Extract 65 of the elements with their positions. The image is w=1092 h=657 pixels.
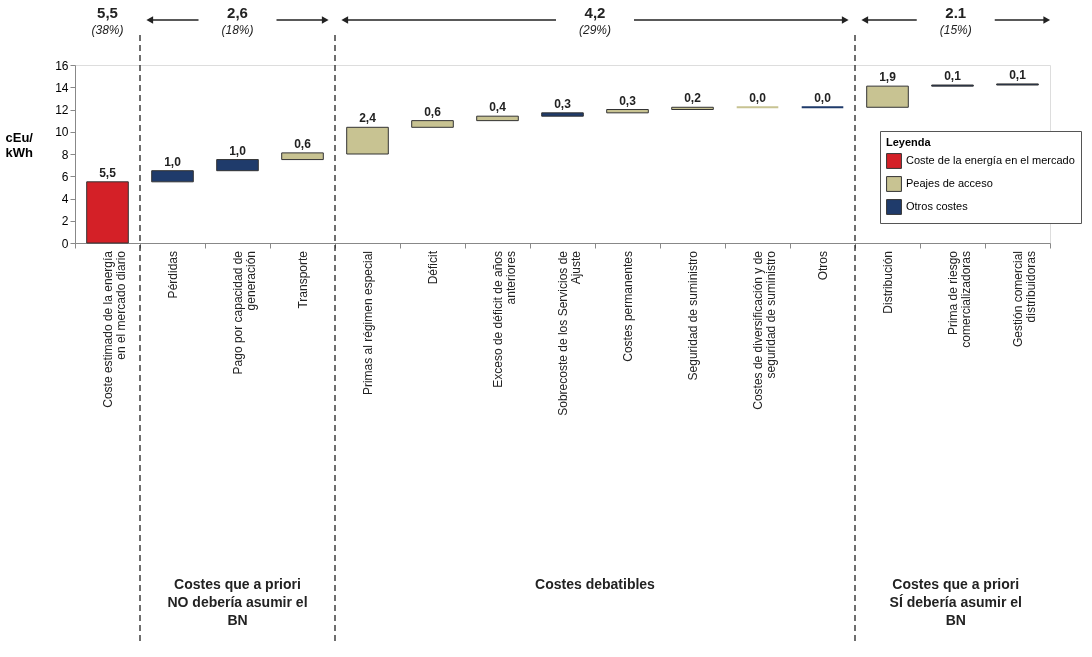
bar: [86, 181, 129, 244]
y-tick-label: 14: [55, 80, 69, 95]
text: Costes debatibles: [535, 576, 656, 592]
x-tick-label: Pérdidas: [165, 251, 180, 299]
text: 2.1: [945, 4, 967, 21]
y-tick-label: 10: [55, 125, 69, 140]
y-tick-label: 2: [61, 214, 69, 229]
x-tick-label: Pago por capacidad de generación: [230, 250, 258, 375]
y-tick-label: 16: [55, 58, 69, 73]
bar: [216, 159, 259, 172]
x-tick-label: Costes permanentes: [620, 251, 635, 362]
text: 0,1: [944, 69, 961, 84]
text: (18%): [221, 23, 254, 37]
legend-title: Leyenda: [886, 136, 932, 148]
text: (29%): [578, 23, 612, 37]
text: 0,6: [424, 104, 441, 119]
text: 1,9: [879, 70, 896, 85]
bar: [411, 120, 454, 128]
x-tick-label: Exceso de déficit de años anteriores: [490, 251, 518, 388]
text: (38%): [91, 23, 124, 37]
x-tick-label: Seguridad de suministro: [685, 250, 700, 381]
y-tick-label: 6: [61, 169, 69, 184]
legend-label: Coste de la energía en el mercado: [906, 154, 1075, 166]
x-tick-label: Otros: [815, 251, 830, 281]
legend-label: Otros costes: [906, 200, 969, 212]
x-tick-label: Distribución: [880, 251, 895, 314]
text: 0,6: [294, 136, 311, 151]
x-tick-label: Transporte: [295, 250, 310, 309]
text: 0,0: [749, 91, 766, 106]
annotation: 5,5: [99, 165, 117, 180]
text: 2,6: [227, 4, 248, 21]
x-tick-label: Primas al régimen especial: [360, 251, 375, 396]
text: 1,0: [164, 154, 181, 169]
bar: [866, 85, 909, 108]
x-tick-label: Prima de riesgo comercializadoras: [945, 250, 973, 348]
y-tick-label: 0: [61, 236, 69, 251]
text: Costes que a priori NO debería asumir el BN: [167, 576, 308, 628]
x-tick-label: Déficit: [425, 250, 440, 285]
x-tick-label: Sobrecoste de los Servicios de Ajuste: [555, 250, 583, 416]
text: 1,0: [229, 143, 246, 158]
text: 0,4: [489, 100, 506, 115]
y-tick-label: 8: [61, 147, 69, 162]
legend-label: Peajes de acceso: [906, 177, 993, 189]
y-axis-title: cEu/kWh: [5, 129, 34, 160]
y-tick-label: 4: [61, 192, 69, 206]
x-tick-label: Costes de diversificación y de seguridad de suministro: [750, 250, 778, 410]
bar: [671, 106, 714, 110]
text: 0,3: [619, 93, 636, 108]
bar: [281, 152, 324, 161]
y-tick-label: 12: [55, 103, 69, 117]
bar: [151, 170, 194, 183]
bar: [541, 112, 584, 117]
text: 0,3: [554, 96, 571, 111]
text: 5,5: [97, 4, 118, 21]
text: Costes que a priori SÍ debería asumir el BN: [889, 576, 1022, 628]
x-tick-label: Coste estimado de la energía en el mercado diario: [100, 250, 128, 408]
text: 2,4: [359, 111, 376, 126]
bar: [346, 126, 389, 155]
bar: [476, 115, 519, 122]
text: 0,0: [814, 91, 831, 106]
text: (15%): [939, 23, 972, 37]
bar: [606, 109, 649, 114]
text: 0,1: [1009, 67, 1026, 82]
text: 0,2: [684, 91, 701, 106]
text: 4,2: [584, 4, 606, 21]
